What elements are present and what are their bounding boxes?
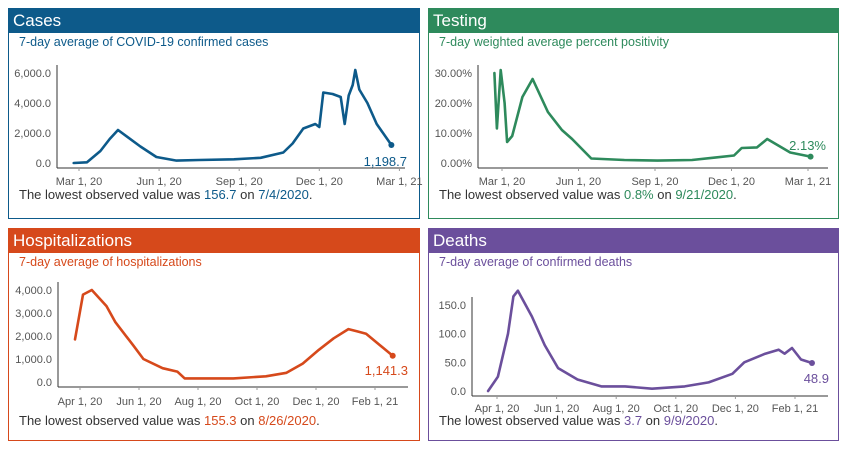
- lowest-value-note: The lowest observed value was 155.3 on 8…: [19, 413, 320, 428]
- lowest-value-note: The lowest observed value was 156.7 on 7…: [19, 187, 312, 202]
- chart-subtitle: 7-day average of hospitalizations: [19, 255, 202, 269]
- panel-title: Hospitalizations: [9, 229, 419, 253]
- note-suffix: .: [316, 413, 320, 428]
- panel-title: Testing: [429, 9, 838, 33]
- lowest-value-note: The lowest observed value was 3.7 on 9/9…: [439, 413, 718, 428]
- note-mid: on: [642, 413, 664, 428]
- note-prefix: The lowest observed value was: [439, 187, 624, 202]
- hospitalizations-panel: Hospitalizations 7-day average of hospit…: [8, 228, 420, 441]
- note-prefix: The lowest observed value was: [19, 187, 204, 202]
- panel-title: Deaths: [429, 229, 838, 253]
- note-prefix: The lowest observed value was: [19, 413, 204, 428]
- testing-panel: Testing 7-day weighted average percent p…: [428, 8, 839, 219]
- note-suffix: .: [308, 187, 313, 202]
- chart-subtitle: 7-day weighted average percent positivit…: [439, 35, 669, 49]
- cases-panel: Cases 7-day average of COVID-19 confirme…: [8, 8, 420, 219]
- note-mid: on: [236, 187, 259, 202]
- lowest-date: 9/21/2020: [675, 187, 734, 202]
- note-suffix: .: [733, 187, 737, 202]
- lowest-value: 155.3: [203, 413, 237, 428]
- lowest-value: 3.7: [623, 413, 643, 428]
- note-prefix: The lowest observed value was: [439, 413, 624, 428]
- lowest-value-note: The lowest observed value was 0.8% on 9/…: [439, 187, 737, 202]
- chart-subtitle: 7-day average of COVID-19 confirmed case…: [19, 35, 269, 49]
- panel-title: Cases: [9, 9, 419, 33]
- deaths-panel: Deaths 7-day average of confirmed deaths…: [428, 228, 839, 441]
- chart-subtitle: 7-day average of confirmed deaths: [439, 255, 633, 269]
- note-suffix: .: [714, 413, 718, 428]
- lowest-value: 0.8%: [623, 187, 654, 202]
- lowest-date: 8/26/2020: [258, 413, 317, 428]
- note-mid: on: [236, 413, 259, 428]
- note-mid: on: [653, 187, 676, 202]
- lowest-value: 156.7: [203, 187, 237, 202]
- lowest-date: 7/4/2020: [258, 187, 309, 202]
- lowest-date: 9/9/2020: [663, 413, 715, 428]
